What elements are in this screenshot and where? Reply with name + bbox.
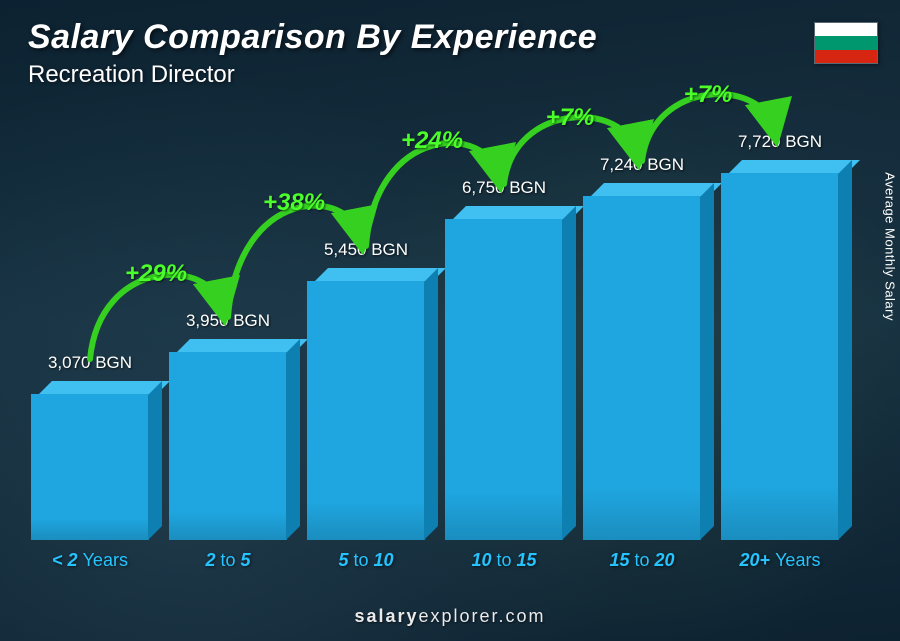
bar-category-label: < 2 Years xyxy=(52,550,128,571)
bar-column: 7,240 BGN 15 to 20 xyxy=(582,155,702,571)
bar-side-face xyxy=(838,160,852,540)
bar xyxy=(583,183,701,540)
bar xyxy=(445,206,563,540)
bar-front-face xyxy=(169,352,287,540)
bar-column: 7,720 BGN 20+ Years xyxy=(720,132,840,571)
growth-pct-label: +24% xyxy=(401,127,463,154)
bar xyxy=(169,339,287,540)
bar-column: 3,070 BGN < 2 Years xyxy=(30,353,150,571)
bar-front-face xyxy=(583,196,701,540)
bar-column: 3,950 BGN 2 to 5 xyxy=(168,311,288,571)
bar-value-label: 7,240 BGN xyxy=(600,155,684,175)
bar-front-face xyxy=(31,394,149,540)
bar-front-face xyxy=(721,173,839,540)
footer-brand: salary xyxy=(354,606,418,626)
header: Salary Comparison By Experience Recreati… xyxy=(28,18,597,89)
bar xyxy=(31,381,149,540)
bar-side-face xyxy=(286,339,300,540)
bar-value-label: 7,720 BGN xyxy=(738,132,822,152)
bar-front-face xyxy=(445,219,563,540)
bar-category-label: 20+ Years xyxy=(740,550,821,571)
country-flag xyxy=(814,22,878,64)
flag-stripe-1 xyxy=(815,23,877,36)
bar-value-label: 6,750 BGN xyxy=(462,178,546,198)
flag-stripe-2 xyxy=(815,36,877,49)
bar-value-label: 3,070 BGN xyxy=(48,353,132,373)
bar-category-label: 5 to 10 xyxy=(338,550,393,571)
bar-side-face xyxy=(148,381,162,540)
chart-subtitle: Recreation Director xyxy=(28,61,597,89)
growth-pct-label: +7% xyxy=(546,104,595,131)
growth-pct-label: +38% xyxy=(263,189,325,216)
footer-attribution: salaryexplorer.com xyxy=(0,606,900,627)
bar-side-face xyxy=(424,268,438,540)
bar-category-label: 15 to 20 xyxy=(609,550,674,571)
y-axis-label: Average Monthly Salary xyxy=(883,172,898,321)
bar-front-face xyxy=(307,281,425,540)
bar-column: 5,450 BGN 5 to 10 xyxy=(306,240,426,571)
bar-category-label: 10 to 15 xyxy=(471,550,536,571)
bar-side-face xyxy=(700,183,714,540)
bar-column: 6,750 BGN 10 to 15 xyxy=(444,178,564,571)
bar-value-label: 3,950 BGN xyxy=(186,311,270,331)
chart-title: Salary Comparison By Experience xyxy=(28,18,597,57)
bar xyxy=(721,160,839,540)
bar-category-label: 2 to 5 xyxy=(205,550,250,571)
footer-domain: explorer.com xyxy=(419,606,546,626)
bar-side-face xyxy=(562,206,576,540)
bar-value-label: 5,450 BGN xyxy=(324,240,408,260)
growth-pct-label: +29% xyxy=(125,260,187,287)
bar xyxy=(307,268,425,540)
bar-chart: 3,070 BGN < 2 Years 3,950 BGN 2 to 5 5,450 B… xyxy=(30,101,840,571)
flag-stripe-3 xyxy=(815,50,877,63)
